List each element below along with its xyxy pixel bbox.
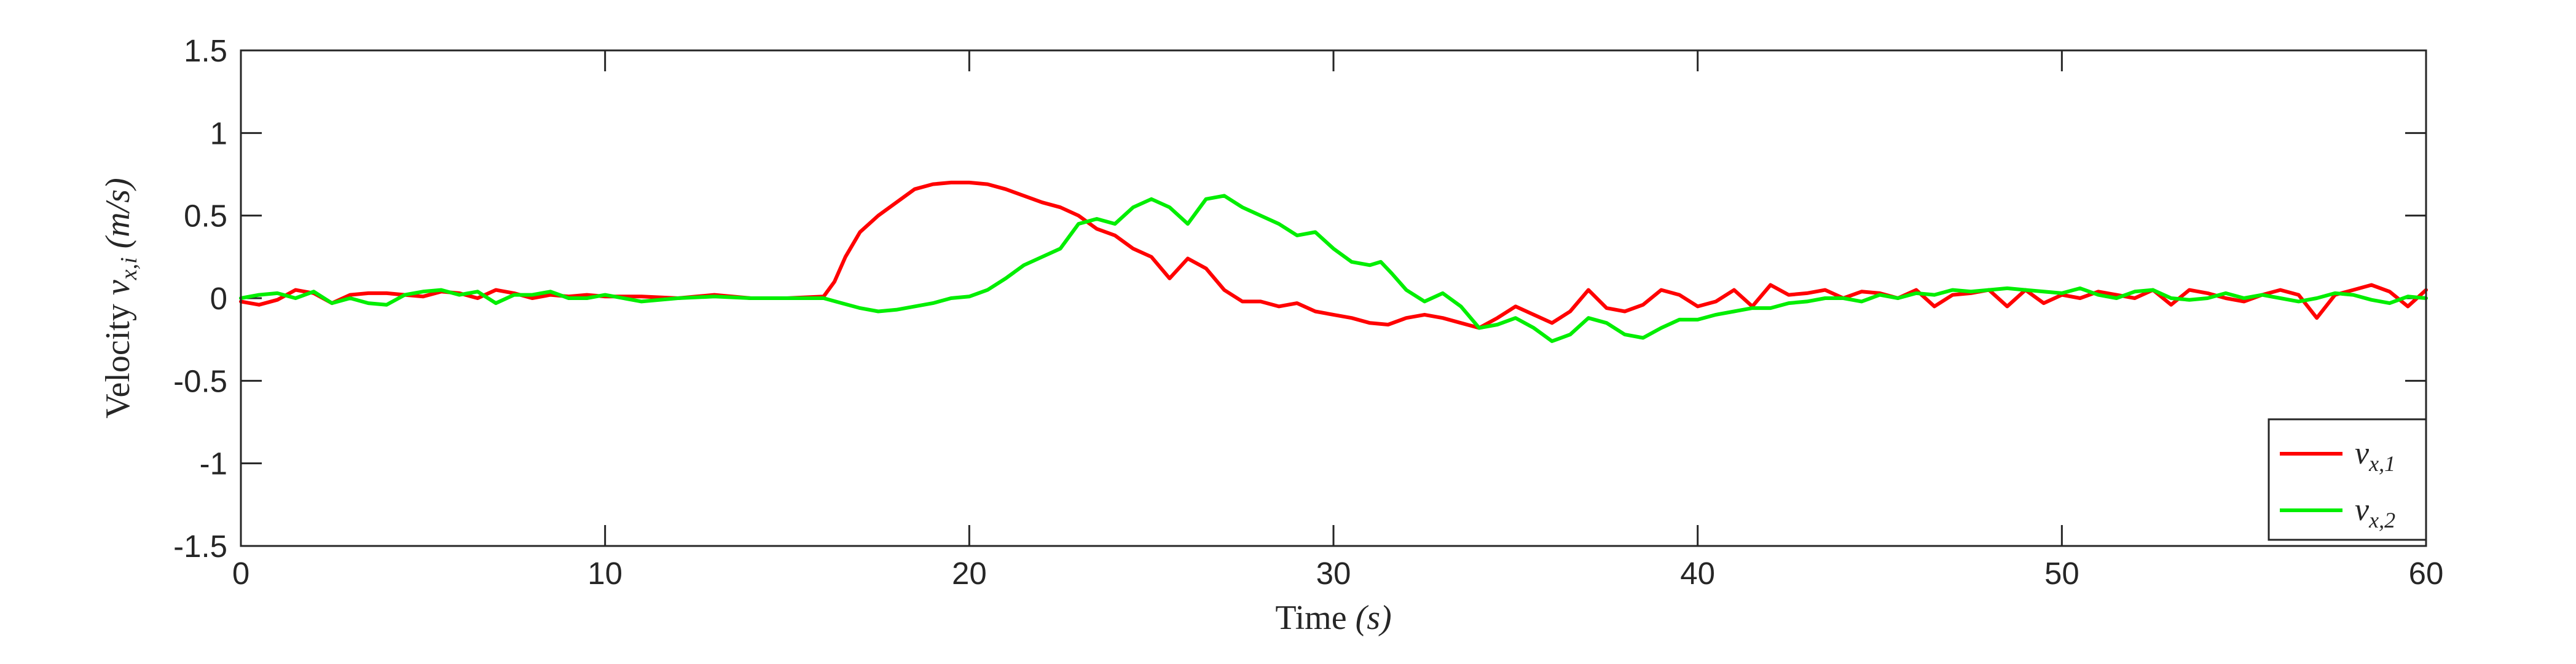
y-axis-label-subscript: x,i xyxy=(116,257,142,280)
x-tick-label: 60 xyxy=(2409,556,2444,591)
legend-label-2: vx,2 xyxy=(2355,492,2395,532)
x-tick-label: 50 xyxy=(2044,556,2079,591)
series-line-1 xyxy=(239,180,2428,330)
y-axis-label-unit: (m/s) xyxy=(99,178,137,257)
legend-label-base: v xyxy=(2355,492,2370,528)
y-axis-label-text: Velocity xyxy=(99,295,137,419)
x-tick-label: 40 xyxy=(1680,556,1715,591)
y-axis-label-symbol: v xyxy=(99,280,137,295)
y-tick-label: 0.5 xyxy=(184,199,227,234)
axes-layer: 0 10 20 30 40 50 60 -1.5 -1 -0.5 0 0.5 1 1.5 xyxy=(173,33,2443,591)
y-tick-label: 0 xyxy=(210,281,227,316)
legend-box xyxy=(2268,418,2427,541)
legend-label-1: vx,1 xyxy=(2355,436,2395,476)
y-tick-label: -0.5 xyxy=(173,363,227,398)
x-tick-label: 0 xyxy=(232,556,249,591)
y-axis-label: Velocity vx,i (m/s) xyxy=(99,178,142,419)
legend: vx,1vx,2 xyxy=(2268,418,2427,541)
series-line-2 xyxy=(239,194,2428,343)
legend-label-subscript: x,1 xyxy=(2368,451,2395,476)
x-tick-label: 30 xyxy=(1316,556,1351,591)
y-tick-label: 1 xyxy=(210,116,227,151)
x-axis-label: Time (s) xyxy=(1275,599,1391,637)
x-tick-label: 10 xyxy=(587,556,622,591)
legend-label-base: v xyxy=(2355,436,2370,471)
series-layer xyxy=(239,180,2428,343)
x-tick-label: 20 xyxy=(952,556,987,591)
y-tick-label: -1 xyxy=(200,446,227,481)
y-tick-label: -1.5 xyxy=(173,529,227,564)
legend-label-subscript: x,2 xyxy=(2368,508,2395,532)
x-axis-label-unit: (s) xyxy=(1356,599,1392,637)
plot-frame xyxy=(240,49,2427,547)
x-axis-label-text: Time xyxy=(1275,599,1355,637)
y-tick-label: 1.5 xyxy=(184,33,227,68)
